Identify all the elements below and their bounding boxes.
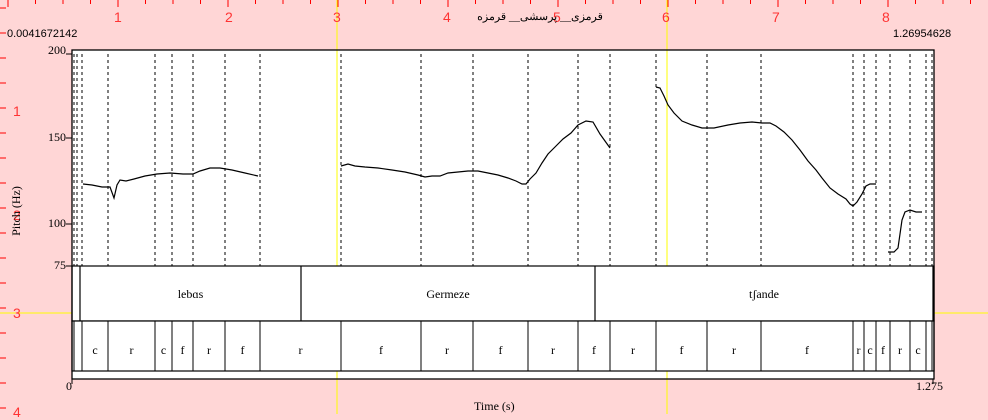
phone-segment: r xyxy=(298,343,303,357)
ruler-top-6: 6 xyxy=(662,9,670,25)
figure-title: قرمزی__ پرسشی__ قرمزه xyxy=(477,11,603,23)
ruler-left-1: 1 xyxy=(13,103,21,119)
phone-segment: f xyxy=(805,343,809,357)
phone-segment: r xyxy=(445,343,449,357)
phone-segment: r xyxy=(551,343,555,357)
ruler-top-1: 1 xyxy=(114,9,122,25)
phone-tier-box xyxy=(71,320,935,372)
phone-segment: f xyxy=(240,343,245,357)
ruler-left-3: 3 xyxy=(13,305,21,321)
ruler-top-8: 8 xyxy=(882,9,890,25)
phone-segment: r xyxy=(856,343,861,357)
pitch-tick-200: 200 xyxy=(48,43,66,57)
phone-segment: r xyxy=(129,343,134,357)
ruler-left-4: 4 xyxy=(13,404,21,420)
ruler-top-7: 7 xyxy=(772,9,780,25)
ruler-top-2: 2 xyxy=(225,9,233,25)
phone-segment: r xyxy=(207,343,211,357)
phone-segment: c xyxy=(160,343,167,357)
pitch-contour xyxy=(888,209,922,253)
phone-segment: f xyxy=(881,343,885,357)
phone-segment: f xyxy=(679,343,684,357)
time-axis-end: 1.275 xyxy=(916,379,943,393)
phone-segment: f xyxy=(379,343,383,357)
word-tjande: tʃande xyxy=(749,287,779,301)
phone-segment: f xyxy=(180,343,185,357)
pitch-tick-150: 150 xyxy=(48,130,66,144)
pitch-tick-100: 100 xyxy=(48,216,66,230)
ruler-left-2: 2 xyxy=(13,207,21,223)
ruler-top-5: 5 xyxy=(553,9,561,25)
word-germeze: Germeze xyxy=(426,287,470,301)
pitch-axis-label: Pitch (Hz) xyxy=(9,186,23,236)
pitch-contour xyxy=(340,120,611,185)
phone-segment: c xyxy=(92,343,98,357)
pitch-tick-75: 75 xyxy=(54,258,66,272)
phone-segment: r xyxy=(631,343,635,357)
pitch-contour xyxy=(82,167,259,201)
time-axis-start: 0 xyxy=(66,379,72,393)
time-end-label: 1.26954628 xyxy=(893,28,952,40)
phone-segment: f xyxy=(592,343,596,357)
phone-segment: c xyxy=(867,343,873,357)
ruler-top-3: 3 xyxy=(333,9,341,25)
phone-segment: r xyxy=(732,343,736,357)
word-lebas: lebɑs xyxy=(177,287,204,301)
pitch-contour xyxy=(655,86,876,207)
phone-segment: r xyxy=(898,343,902,357)
time-start-label: 0.0041672142 xyxy=(7,28,78,40)
ruler-top-4: 4 xyxy=(443,9,451,25)
phone-segment: f xyxy=(498,343,503,357)
plot-frame xyxy=(71,49,935,380)
phone-segment: c xyxy=(915,343,921,357)
time-axis-label: Time (s) xyxy=(474,399,515,413)
